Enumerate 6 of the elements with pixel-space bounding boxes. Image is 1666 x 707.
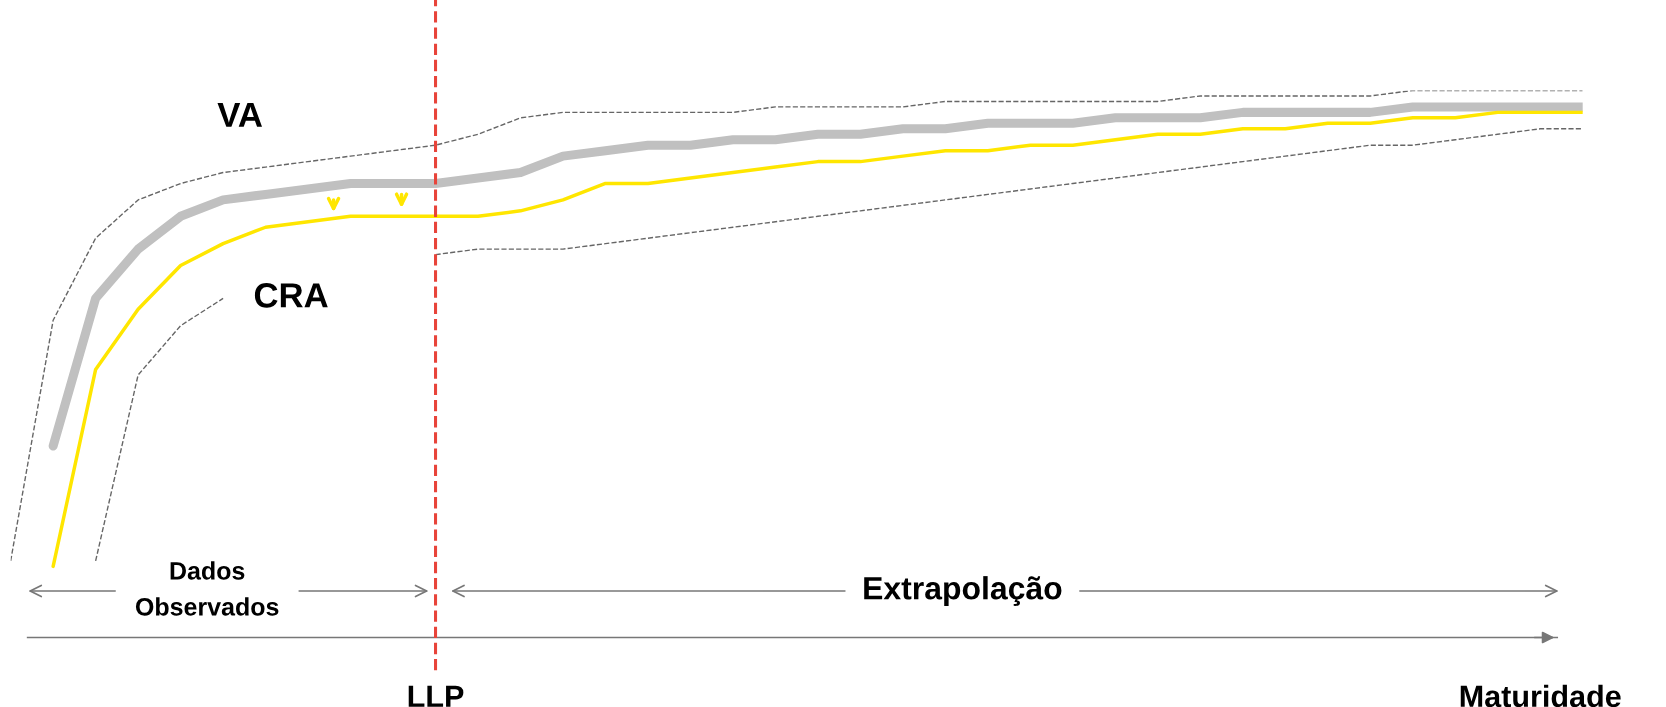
series-label: VA	[217, 102, 263, 127]
annotation: Dados Observados	[135, 561, 279, 616]
x-tick-label: Maturidade	[1460, 684, 1621, 707]
x-tick-label: LLP	[408, 685, 464, 707]
series-label: CRA	[254, 283, 328, 308]
annotation: Extrapolação	[864, 576, 1062, 606]
